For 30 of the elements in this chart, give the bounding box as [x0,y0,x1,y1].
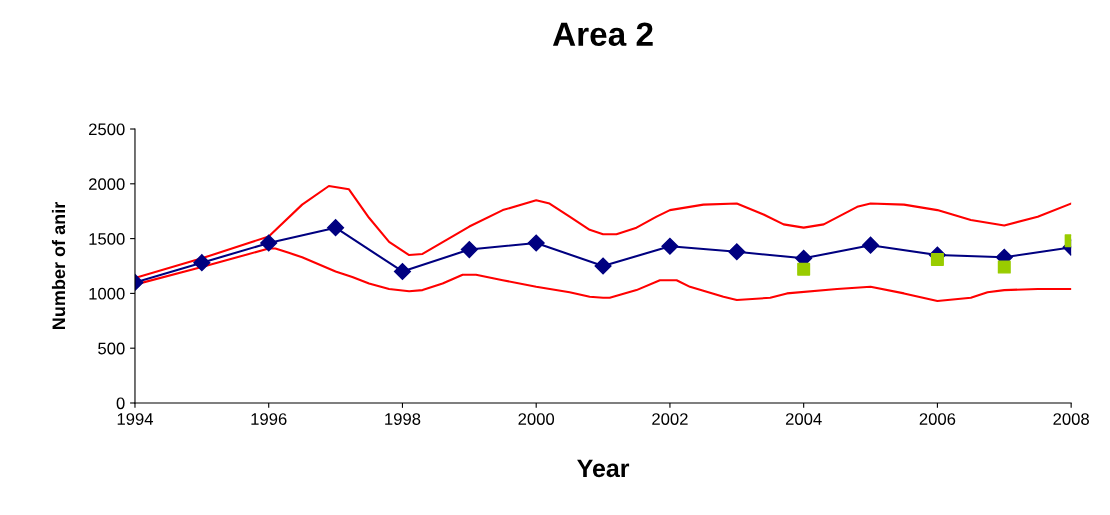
x-axis-title: Year [577,459,630,478]
point [728,243,746,261]
y-tick-label: 1000 [89,287,125,300]
point [930,252,944,266]
y-tick-label: 1500 [89,233,125,245]
x-tick-label: 2006 [919,413,956,425]
point [393,262,412,281]
x-tick-label: 1994 [117,413,154,425]
x-tick-label: 2004 [785,413,822,425]
point [327,219,345,237]
point [460,241,478,259]
point [997,260,1011,274]
point [594,257,612,275]
x-tick-label: 2000 [518,413,555,425]
x-tick-label: 1996 [251,413,287,425]
point [797,262,811,276]
y-tick-label: 500 [98,342,125,355]
chart-title: Area 2 [552,22,653,46]
y-tick-label: 2000 [89,178,125,191]
y-tick-label: 2500 [89,123,125,136]
y-tick-label: 0 [116,397,125,410]
x-tick-label: 1998 [385,413,421,425]
point [861,236,880,254]
point [193,254,211,272]
point [661,237,679,255]
x-tick-label: 2002 [652,413,688,425]
point [527,234,545,252]
y-axis-title: Number of anir [51,202,66,329]
point [260,234,278,252]
x-tick-label: 2008 [1053,413,1089,425]
